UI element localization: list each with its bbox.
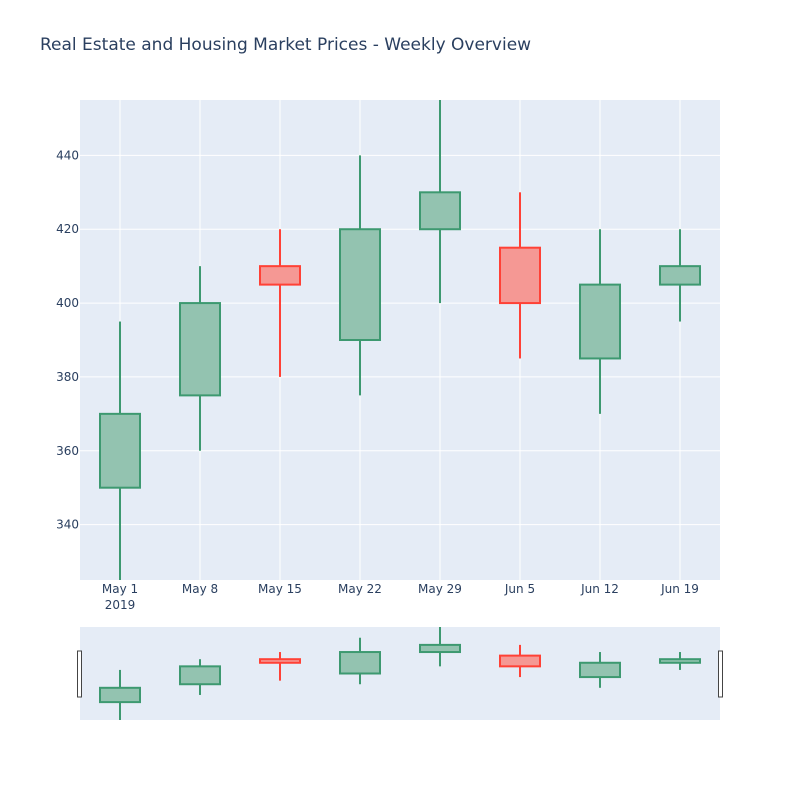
x-tick-labels: May 1 May 8 May 15 May 22 May 29 Jun 5 Jun 12 J… [102,582,699,596]
candle-body [419,643,461,654]
candle-body [419,191,461,231]
candle-mini[interactable] [419,627,461,667]
candle-mini[interactable] [99,669,141,720]
y-tick-labels: 340 360 380 400 420 440 [56,148,79,531]
candle-body [179,665,221,686]
candle-body [259,658,301,664]
candle-body [659,265,701,286]
candle-body [499,654,541,668]
candle-mini[interactable] [259,652,301,681]
y-tick-label: 440 [56,148,79,162]
candle-body [659,658,701,664]
candle-mini[interactable] [339,637,381,685]
candle[interactable] [659,229,701,322]
x-tick-label: May 29 [418,582,462,596]
range-slider-area[interactable] [80,627,720,720]
candle-mini[interactable] [499,644,541,678]
x-tick-label: May 8 [182,582,218,596]
y-tick-label: 340 [56,518,79,532]
candle-body [99,412,141,489]
candle-body [339,651,381,675]
candle[interactable] [179,266,221,451]
x-tick-label: Jun 19 [660,582,699,596]
x-tick-label: Jun 12 [580,582,619,596]
candle-body [499,246,541,305]
candle[interactable] [499,192,541,359]
y-tick-label: 380 [56,370,79,384]
candle-body [179,302,221,397]
main-plot-area[interactable] [80,100,720,580]
candle[interactable] [579,229,621,414]
chart-title: Real Estate and Housing Market Prices - … [40,35,531,55]
candle-mini[interactable] [659,652,701,670]
candle[interactable] [259,229,301,377]
candle-body [99,686,141,704]
x-tick-label: May 1 [102,582,138,596]
candle-body [339,228,381,342]
y-tick-label: 420 [56,222,79,236]
x-tick-label: May 22 [338,582,382,596]
range-slider-right-handle[interactable] [718,650,723,698]
candle-body [579,283,621,360]
x-tick-label: Jun 5 [504,582,535,596]
candle[interactable] [339,155,381,396]
x-tick-label: May 15 [258,582,302,596]
y-tick-label: 360 [56,444,79,458]
candle-mini[interactable] [179,659,221,695]
candles-main [99,100,701,580]
x-year-label: 2019 [105,598,136,612]
candles-range-slider [99,627,701,720]
candle-body [259,265,301,286]
candle[interactable] [419,100,461,304]
candle-mini[interactable] [579,652,621,688]
candle[interactable] [99,321,141,580]
candle-body [579,661,621,679]
y-tick-label: 400 [56,296,79,310]
range-slider-left-handle[interactable] [77,650,82,698]
